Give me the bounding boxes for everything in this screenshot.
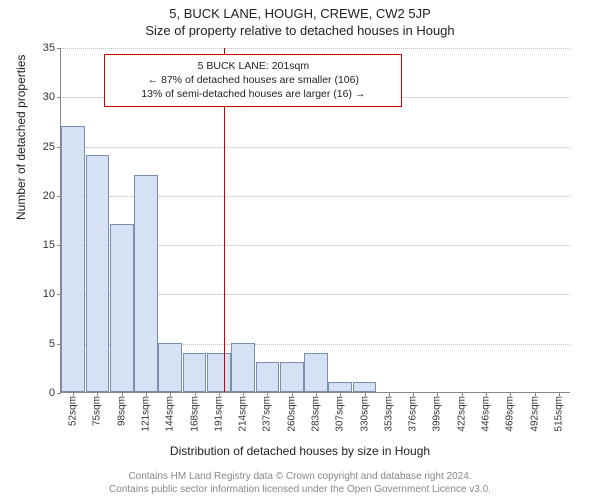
xtick-label: 469sqm — [505, 396, 516, 432]
histogram-bar — [256, 362, 280, 392]
annotation-line1: 5 BUCK LANE: 201sqm — [113, 59, 393, 73]
xtick-label: 446sqm — [481, 396, 492, 432]
xtick-label: 492sqm — [529, 396, 540, 432]
chart-container: 5, BUCK LANE, HOUGH, CREWE, CW2 5JP Size… — [0, 0, 600, 500]
ytick-label: 5 — [49, 338, 61, 350]
annotation-line3: 13% of semi-detached houses are larger (… — [113, 87, 393, 101]
histogram-bar — [86, 155, 110, 392]
xtick-label: 307sqm — [335, 396, 346, 432]
histogram-bar — [183, 353, 207, 392]
gridline — [61, 48, 570, 49]
xtick-label: 144sqm — [165, 396, 176, 432]
ytick-label: 10 — [43, 288, 61, 300]
histogram-bar — [304, 353, 328, 392]
xtick-label: 168sqm — [189, 396, 200, 432]
ytick-label: 15 — [43, 239, 61, 251]
xtick-label: 330sqm — [359, 396, 370, 432]
ytick-label: 30 — [43, 91, 61, 103]
histogram-bar — [231, 343, 255, 392]
annotation-box: 5 BUCK LANE: 201sqm← 87% of detached hou… — [104, 54, 402, 107]
xtick-label: 260sqm — [286, 396, 297, 432]
histogram-bar — [280, 362, 304, 392]
xtick-label: 237sqm — [262, 396, 273, 432]
ytick-label: 25 — [43, 141, 61, 153]
plot-area: 0510152025303552sqm75sqm98sqm121sqm144sq… — [60, 48, 570, 393]
xtick-label: 75sqm — [92, 396, 103, 426]
ytick-label: 20 — [43, 190, 61, 202]
xtick-label: 191sqm — [213, 396, 224, 432]
histogram-bar — [353, 382, 377, 392]
histogram-bar — [110, 224, 134, 392]
page-title-line2: Size of property relative to detached ho… — [0, 21, 600, 38]
footer-line2: Contains public sector information licen… — [0, 484, 600, 497]
xtick-label: 121sqm — [141, 396, 152, 432]
xtick-label: 98sqm — [116, 396, 127, 426]
xtick-label: 422sqm — [456, 396, 467, 432]
xtick-label: 283sqm — [311, 396, 322, 432]
ytick-label: 0 — [49, 387, 61, 399]
histogram-bar — [134, 175, 158, 392]
page-title-line1: 5, BUCK LANE, HOUGH, CREWE, CW2 5JP — [0, 0, 600, 21]
xtick-label: 376sqm — [408, 396, 419, 432]
xtick-label: 52sqm — [68, 396, 79, 426]
histogram-bar — [207, 353, 231, 392]
histogram-bar — [61, 126, 85, 392]
footer-line1: Contains HM Land Registry data © Crown c… — [0, 471, 600, 484]
y-axis-label: Number of detached properties — [14, 55, 28, 220]
xtick-label: 399sqm — [432, 396, 443, 432]
xtick-label: 353sqm — [383, 396, 394, 432]
gridline — [61, 147, 570, 148]
footer-attribution: Contains HM Land Registry data © Crown c… — [0, 471, 600, 496]
histogram-bar — [328, 382, 352, 392]
ytick-label: 35 — [43, 42, 61, 54]
histogram-bar — [158, 343, 182, 392]
xtick-label: 515sqm — [553, 396, 564, 432]
x-axis-label: Distribution of detached houses by size … — [0, 444, 600, 458]
xtick-label: 214sqm — [238, 396, 249, 432]
annotation-line2: ← 87% of detached houses are smaller (10… — [113, 73, 393, 87]
